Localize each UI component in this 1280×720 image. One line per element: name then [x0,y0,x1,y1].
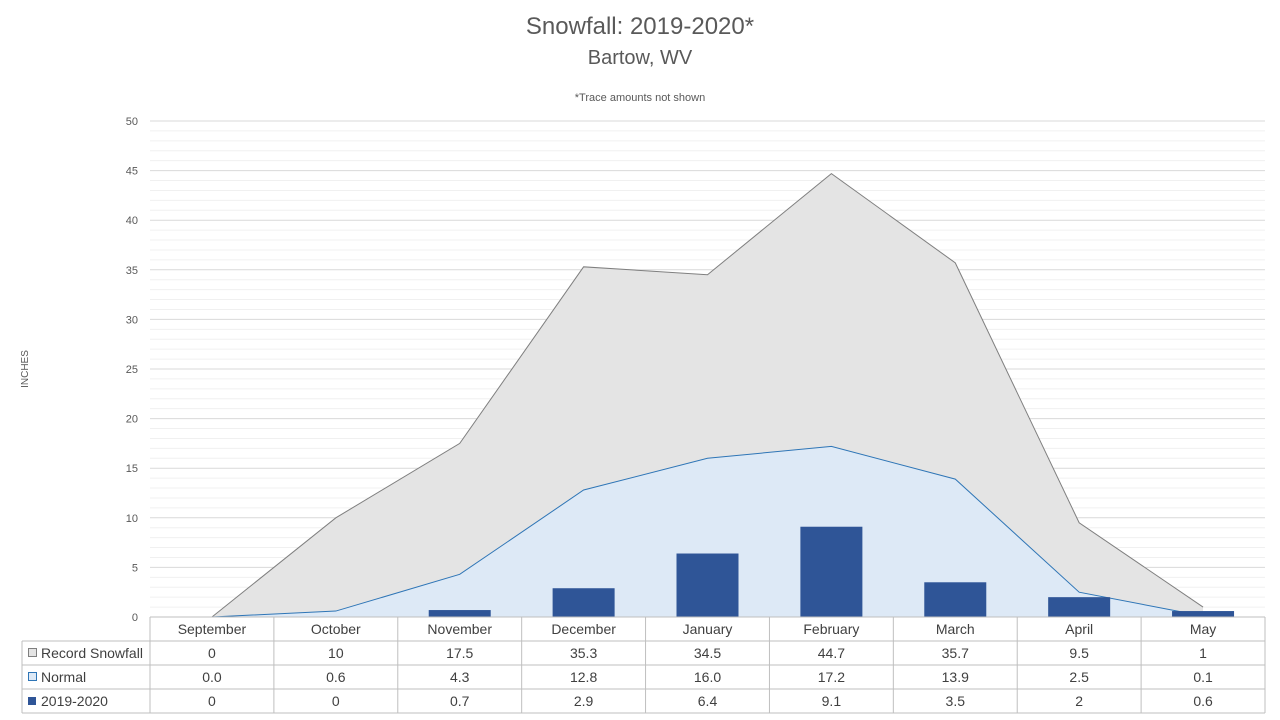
data-label: 10 [328,645,344,661]
y-tick-label: 5 [132,562,138,574]
data-label: 0 [208,645,216,661]
category-label: April [1065,621,1093,637]
category-label: May [1190,621,1216,637]
data-label: 0.6 [326,669,346,685]
y-tick-label: 10 [126,513,138,525]
data-label: 9.5 [1069,645,1089,661]
data-label: 13.9 [942,669,969,685]
data-label: 44.7 [818,645,845,661]
chart-title: Snowfall: 2019-2020* [526,13,754,40]
chart-note: *Trace amounts not shown [575,92,705,104]
data-label: 0.1 [1193,669,1213,685]
data-label: 0.0 [202,669,222,685]
data-label: 0.7 [450,693,470,709]
data-label: 17.5 [446,645,473,661]
data-label: 6.4 [698,693,718,709]
data-label: 34.5 [694,645,721,661]
normal-line [211,445,1204,618]
legend-key-record-snowfall [28,648,37,657]
data-label: 0 [332,693,340,709]
series-name: Normal [41,669,86,685]
y-axis-label: INCHES [20,350,31,388]
data-table: September October November December January F… [21,616,1266,714]
y-tick-label: 25 [126,364,138,376]
category-label: October [311,621,361,637]
category-label: November [427,621,492,637]
plot-area [211,172,1235,618]
category-label: January [683,621,733,637]
y-tick-label: 30 [126,314,138,326]
data-label: 0.6 [1193,693,1213,709]
series-name: 2019-2020 [41,693,108,709]
bar-november [428,610,491,617]
y-tick-label: 35 [126,265,138,277]
legend-key-normal [28,672,37,681]
y-tick-label: 45 [126,166,138,178]
series-name: Record Snowfall [41,645,143,661]
category-label: September [178,621,247,637]
legend-key-2019-2020 [28,697,36,705]
y-axis-ticks: 0 5 10 15 20 25 30 35 40 45 50 [126,116,138,624]
data-label: 1 [1199,645,1207,661]
data-label: 17.2 [818,669,845,685]
data-label: 2.9 [574,693,594,709]
bar-march [924,582,987,617]
bar-april [1048,597,1111,617]
category-label: March [936,621,975,637]
bar-february [800,526,863,617]
data-label: 12.8 [570,669,597,685]
bar-may [1172,611,1235,617]
bar-january [676,553,739,617]
record-snowfall-line [211,172,1204,618]
data-label: 35.7 [942,645,969,661]
y-tick-label: 40 [126,215,138,227]
chart-subtitle: Bartow, WV [588,47,693,69]
data-label: 4.3 [450,669,470,685]
y-tick-label: 50 [126,116,138,128]
data-label: 3.5 [946,693,966,709]
data-label: 2 [1075,693,1083,709]
y-tick-label: 0 [132,612,138,624]
bar-december [552,588,615,617]
data-label: 35.3 [570,645,597,661]
category-label: February [803,621,859,637]
y-tick-label: 20 [126,414,138,426]
data-label: 9.1 [822,693,842,709]
category-label: December [551,621,616,637]
data-label: 0 [208,693,216,709]
data-label: 16.0 [694,669,721,685]
y-tick-label: 15 [126,463,138,475]
data-label: 2.5 [1069,669,1089,685]
